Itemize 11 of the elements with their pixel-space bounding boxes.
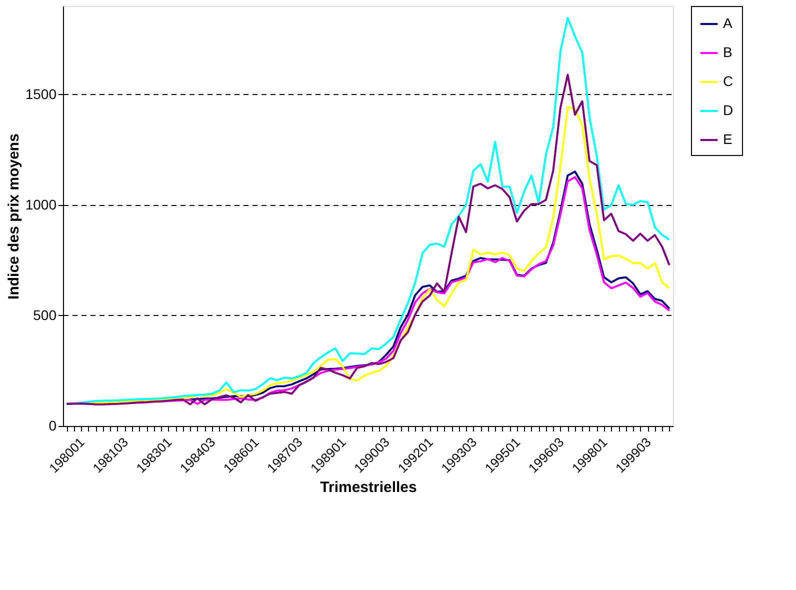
y-tick-label: 1500 (25, 86, 57, 102)
x-axis-title: Trimestrielles (320, 478, 417, 496)
y-tick-label: 0 (48, 418, 57, 434)
legend-label: D (723, 102, 734, 118)
legend-label: C (723, 73, 734, 89)
y-tick-label: 500 (33, 306, 57, 323)
legend-label: B (723, 44, 732, 60)
y-tick-label: 1000 (25, 196, 57, 212)
legend-label: A (723, 15, 733, 31)
y-axis-title: Indice des prix moyens (5, 134, 22, 300)
legend-label: E (723, 131, 732, 147)
